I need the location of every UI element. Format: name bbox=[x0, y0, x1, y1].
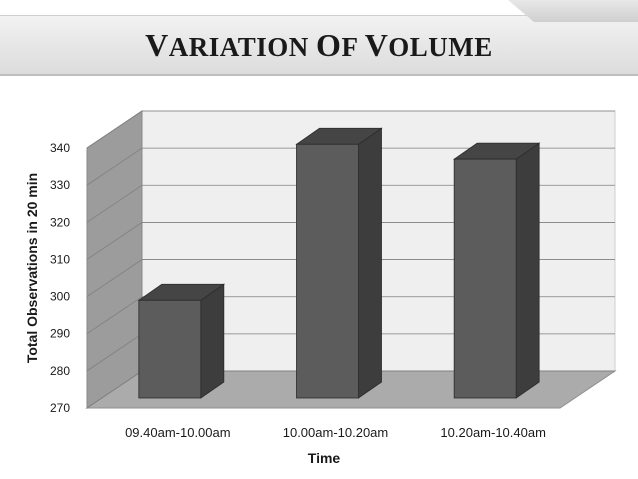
bar-side bbox=[200, 283, 225, 399]
y-tick-label: 320 bbox=[50, 215, 70, 229]
x-category-label: 10.00am-10.20am bbox=[283, 425, 389, 440]
gridline bbox=[86, 110, 615, 149]
y-tick-label: 270 bbox=[50, 401, 70, 415]
chart-side-wall bbox=[86, 110, 143, 409]
title-part-1-rest: ARIATION bbox=[168, 32, 317, 62]
bar bbox=[137, 283, 226, 399]
corner-decoration bbox=[508, 0, 638, 22]
bar-side bbox=[358, 127, 382, 399]
gridline bbox=[86, 147, 615, 186]
y-tick-label: 290 bbox=[50, 327, 70, 341]
y-tick-label: 310 bbox=[50, 252, 70, 266]
x-axis-title: Time bbox=[308, 450, 341, 466]
title-part-1-initial: V bbox=[145, 27, 169, 63]
title-part-2-initial: O bbox=[316, 27, 342, 63]
y-tick-label: 280 bbox=[50, 364, 70, 378]
bar-front bbox=[296, 143, 359, 399]
bar-front bbox=[453, 158, 517, 399]
title-band bbox=[0, 15, 638, 76]
y-tick-label: 330 bbox=[50, 178, 70, 192]
bar-side bbox=[515, 142, 540, 399]
title-part-3-initial: V bbox=[364, 27, 389, 63]
bar bbox=[452, 142, 541, 399]
bar bbox=[295, 127, 383, 399]
title-part-3-rest: OLUME bbox=[388, 32, 493, 62]
bar-front bbox=[138, 299, 202, 399]
y-tick-label: 340 bbox=[50, 141, 70, 155]
x-category-label: 09.40am-10.00am bbox=[125, 425, 231, 440]
title-part-2-rest: F bbox=[341, 32, 365, 62]
x-category-label: 10.20am-10.40am bbox=[440, 425, 546, 440]
slide-title: VARIATION OF VOLUME bbox=[0, 27, 638, 64]
y-axis-title: Total Observations in 20 min bbox=[24, 173, 40, 363]
y-tick-label: 300 bbox=[50, 290, 70, 304]
